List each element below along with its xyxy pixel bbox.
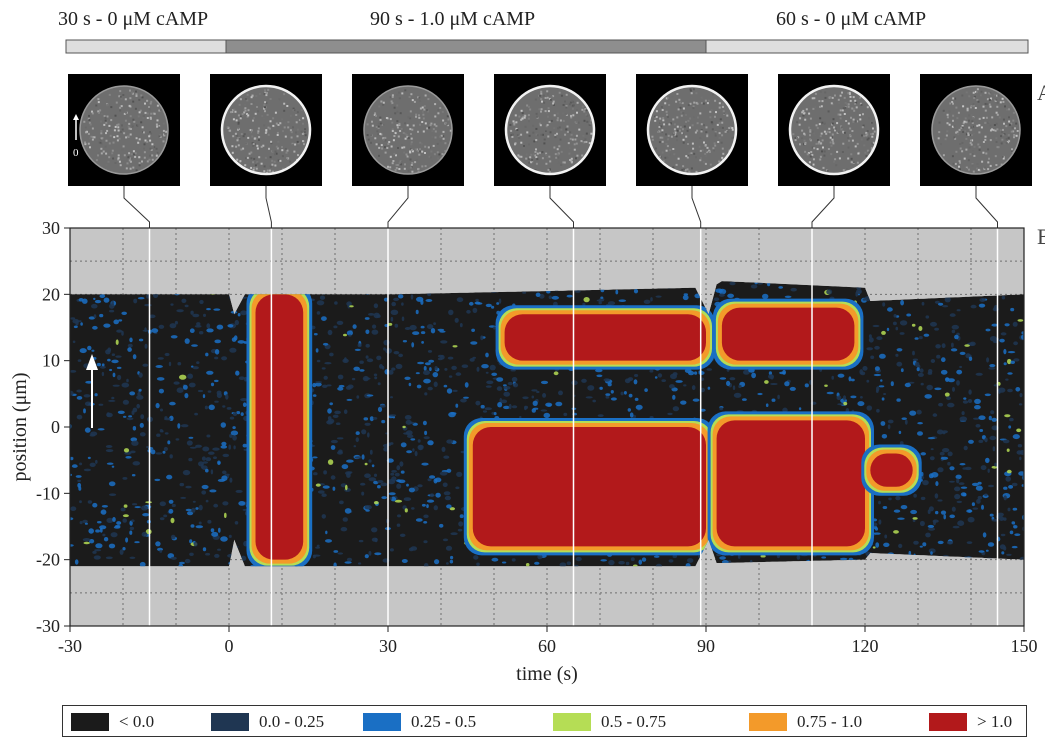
color-legend: < 0.0 0.0 - 0.25 0.25 - 0.5 0.5 - 0.75 0.75 …: [62, 705, 1027, 737]
x-tick-label: -30: [58, 636, 82, 656]
cell-snapshot-3: [352, 74, 464, 186]
legend-item: < 0.0: [71, 712, 154, 732]
legend-swatch: [363, 713, 401, 731]
protocol-timeline: [65, 39, 1029, 54]
legend-swatch: [553, 713, 591, 731]
region-upper-patch-2: [712, 298, 864, 370]
y-tick-label: 20: [42, 284, 60, 304]
y-tick-label: -30: [36, 616, 60, 636]
x-tick-label: 150: [1011, 636, 1038, 656]
cell-snapshot-2: [210, 74, 322, 186]
phase-label-2: 90 s - 1.0 μM cAMP: [370, 8, 536, 30]
phase-label-3: 60 s - 0 μM cAMP: [776, 8, 927, 30]
cell-snapshot-4: [494, 74, 606, 186]
region-late-spot: [861, 444, 922, 496]
cell-snapshot-5: [636, 74, 748, 186]
legend-item: 0.0 - 0.25: [211, 712, 324, 732]
legend-item: 0.5 - 0.75: [553, 712, 666, 732]
legend-label: 0.75 - 1.0: [797, 712, 863, 731]
y-axis-label: position (μm): [9, 372, 31, 481]
legend-label: < 0.0: [119, 712, 155, 731]
legend-label: > 1.0: [977, 712, 1013, 731]
thumbnail-arrow-label: 0: [73, 147, 79, 159]
panel-letter-a: A: [1037, 80, 1045, 105]
legend-item: 0.25 - 0.5: [363, 712, 476, 732]
x-axis-label: time (s): [516, 663, 578, 685]
cell-snapshot-6: [778, 74, 890, 186]
x-tick-label: 90: [697, 636, 715, 656]
x-tick-label: 0: [225, 636, 234, 656]
x-tick-label: 60: [538, 636, 556, 656]
y-tick-label: 0: [51, 417, 60, 437]
legend-swatch: [71, 713, 109, 731]
kymograph-chart: -30 0 30 60 90 120 150 -30 -20 -10 0 10 20 30 time (s)…: [9, 186, 1038, 685]
region-upper-patch: [495, 305, 715, 370]
region-lower-patch-2: [707, 411, 874, 556]
region-early-wave: [246, 285, 313, 567]
legend-label: 0.0 - 0.25: [259, 712, 325, 731]
legend-item: > 1.0: [929, 712, 1012, 732]
y-tick-label: -10: [36, 483, 60, 503]
cell-snapshot-1: 0: [68, 74, 180, 186]
x-tick-label: 120: [852, 636, 879, 656]
phase-label-1: 30 s - 0 μM cAMP: [58, 8, 209, 30]
axes: -30 0 30 60 90 120 150 -30 -20 -10 0 10 20 30 time (s)…: [9, 218, 1038, 685]
y-tick-label: 30: [42, 218, 60, 238]
region-lower-patch: [463, 418, 715, 556]
legend-item: 0.75 - 1.0: [749, 712, 862, 732]
x-tick-label: 30: [379, 636, 397, 656]
cell-snapshot-7: [920, 74, 1032, 186]
legend-swatch: [749, 713, 787, 731]
legend-swatch: [929, 713, 967, 731]
y-tick-label: -20: [36, 550, 60, 570]
legend-swatch: [211, 713, 249, 731]
panel-letter-b: B: [1037, 224, 1045, 249]
legend-label: 0.5 - 0.75: [601, 712, 667, 731]
y-tick-label: 10: [42, 351, 60, 371]
snapshot-markers: [123, 186, 999, 626]
phase-bar-3: [705, 39, 1029, 54]
kymograph-cell: [70, 281, 1024, 567]
legend-label: 0.25 - 0.5: [411, 712, 477, 731]
direction-arrow-icon: [86, 354, 98, 428]
